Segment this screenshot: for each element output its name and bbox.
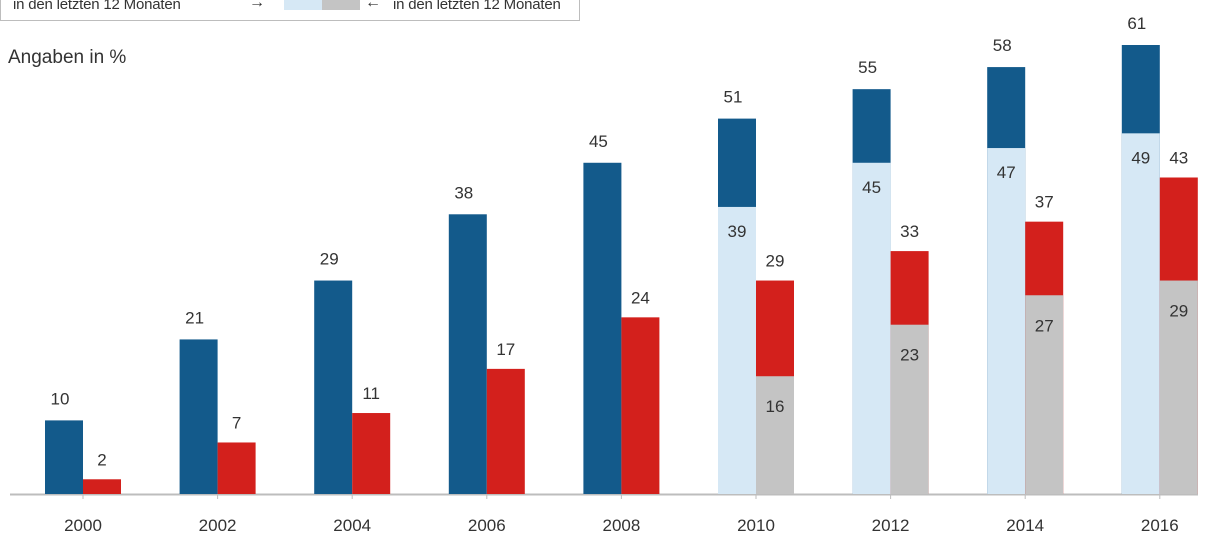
legend: in den letzten 12 Monaten → ← in den let… [0, 0, 580, 21]
value-label-red-2000: 2 [97, 450, 106, 469]
bar-lightblue-2012 [852, 162, 891, 494]
bar-grey-2012 [890, 324, 929, 494]
bar-lightblue-2014 [987, 148, 1026, 494]
value-label-grey-2014: 27 [1035, 316, 1054, 335]
value-label-lightblue-2014: 47 [997, 163, 1016, 182]
value-label-red-2012: 33 [900, 222, 919, 241]
legend-swatch-grey [322, 0, 360, 10]
value-label-blue-2004: 29 [320, 250, 339, 269]
value-label-blue-2000: 10 [51, 389, 70, 408]
left-arrow-icon: ← [365, 0, 381, 11]
bar-red-2000 [83, 479, 121, 494]
x-tick-label-2016: 2016 [1141, 516, 1179, 535]
legend-right-label: in den letzten 12 Monaten [393, 0, 561, 13]
value-label-grey-2010: 16 [766, 397, 785, 416]
x-tick-label-2008: 2008 [602, 516, 640, 535]
bar-blue-2002 [179, 339, 218, 494]
value-label-red-2008: 24 [631, 288, 650, 307]
value-label-red-2002: 7 [232, 413, 241, 432]
value-label-red-2014: 37 [1035, 193, 1054, 212]
right-arrow-icon: → [249, 0, 265, 11]
legend-swatch-light-blue [284, 0, 322, 10]
bar-red-2008 [621, 317, 660, 494]
value-label-blue-2010: 51 [724, 88, 743, 107]
bar-blue-2008 [583, 162, 622, 494]
value-label-blue-2002: 21 [185, 308, 204, 327]
bar-grey-2010 [756, 376, 794, 494]
value-label-blue-2006: 38 [454, 183, 473, 202]
value-label-red-2004: 11 [362, 384, 380, 403]
x-tick-label-2004: 2004 [333, 516, 371, 535]
x-tick-label-2000: 2000 [64, 516, 102, 535]
bar-red-2006 [486, 368, 525, 494]
bar-blue-2000 [45, 420, 83, 494]
bar-lightblue-2010 [718, 206, 756, 494]
value-label-blue-2012: 55 [858, 58, 877, 77]
bar-blue-2004 [314, 280, 353, 494]
value-label-red-2006: 17 [496, 340, 515, 359]
value-label-blue-2008: 45 [589, 132, 608, 151]
bar-blue-2006 [448, 214, 487, 494]
bar-lightblue-2016 [1121, 133, 1160, 494]
value-label-grey-2012: 23 [900, 346, 919, 365]
unit-label: Angaben in % [8, 47, 127, 68]
value-label-blue-2016: 61 [1127, 14, 1146, 33]
value-label-lightblue-2016: 49 [1131, 148, 1150, 167]
x-tick-label-2002: 2002 [199, 516, 237, 535]
value-label-grey-2016: 29 [1169, 302, 1188, 321]
value-label-red-2010: 29 [766, 252, 785, 271]
value-label-lightblue-2010: 39 [728, 222, 747, 241]
bar-grey-2016 [1159, 280, 1198, 494]
x-tick-label-2010: 2010 [737, 516, 775, 535]
value-label-lightblue-2012: 45 [862, 178, 881, 197]
legend-left-label: in den letzten 12 Monaten [13, 0, 181, 13]
value-label-blue-2014: 58 [993, 36, 1012, 55]
bar-grey-2014 [1025, 295, 1064, 494]
bar-red-2004 [352, 413, 391, 494]
x-tick-label-2012: 2012 [872, 516, 910, 535]
value-label-red-2016: 43 [1169, 148, 1188, 167]
x-tick-label-2014: 2014 [1006, 516, 1044, 535]
bar-red-2002 [217, 442, 256, 494]
x-tick-label-2006: 2006 [468, 516, 506, 535]
